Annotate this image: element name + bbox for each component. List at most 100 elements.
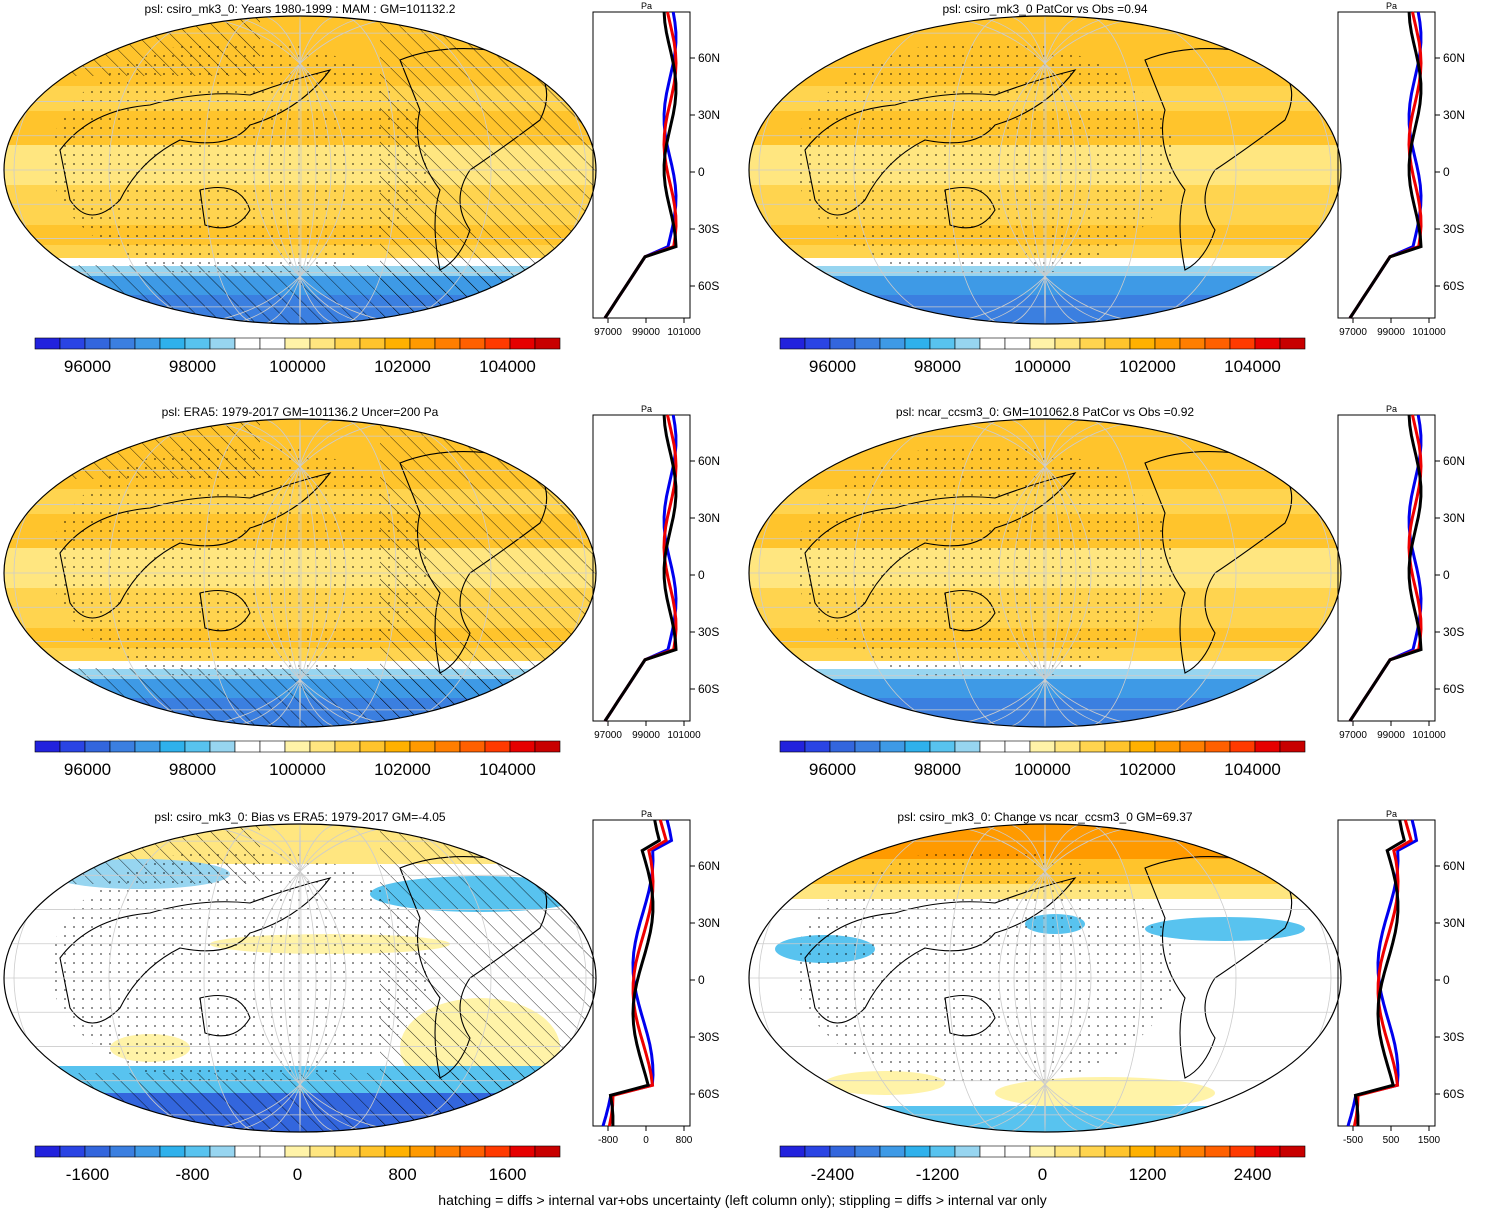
profile-lat-label: 60S: [1443, 1087, 1464, 1101]
map-and-profile: -1600 -800 0 800 1600 Pa 60N 30N 0 30S 60S -800 0 800: [3, 809, 720, 1184]
profile-lat-label: 0: [1443, 165, 1450, 179]
profile-unit: Pa: [641, 404, 652, 414]
colorbar-label: 102000: [1119, 760, 1176, 779]
colorbar: 96000 98000 100000 102000 104000: [779, 337, 1306, 376]
profile-unit: Pa: [1386, 809, 1397, 819]
profile-x-label: 800: [676, 1135, 693, 1146]
map-field: [4, 419, 596, 727]
panel-title: psl: ncar_ccsm3_0: GM=101062.8 PatCor vs…: [895, 405, 1195, 419]
profile-lat-label: 60S: [698, 1087, 719, 1101]
panel-model-climatology: psl: csiro_mk3_0: Years 1980-1999 : MAM …: [0, 0, 740, 390]
profile-line: [1348, 414, 1423, 722]
colorbar-label: 104000: [1224, 760, 1281, 779]
profile-lat-label: 60S: [698, 279, 719, 293]
profile-lat-label: 60N: [698, 51, 720, 65]
profile-x-label: 99000: [632, 327, 660, 338]
colorbar-label: 100000: [1014, 760, 1071, 779]
profile-x-label: 99000: [1377, 327, 1405, 338]
profile-lat-label: 60N: [698, 454, 720, 468]
panel-title: psl: csiro_mk3_0 PatCor vs Obs =0.94: [942, 2, 1148, 16]
colorbar-label: 800: [388, 1165, 416, 1184]
colorbar: -1600 -800 0 800 1600: [34, 1145, 561, 1184]
profile-x-label: 97000: [594, 327, 622, 338]
map-border: [3, 15, 597, 325]
zonal-profile: Pa 60N 30N 0 30S 60S -800 0 800: [592, 809, 720, 1146]
colorbar-label: -2400: [811, 1165, 854, 1184]
profile-lat-label: 60N: [1443, 454, 1465, 468]
zonal-profile: Pa 60N 30N 0 30S 60S 97000 99000 101000: [592, 404, 720, 741]
colorbar-label: 0: [293, 1165, 302, 1184]
profile-line: [607, 819, 668, 1127]
colorbar-label: 98000: [914, 760, 961, 779]
colorbar-label: 96000: [809, 760, 856, 779]
colorbar-label: 100000: [269, 357, 326, 376]
profile-lat-label: 30N: [1443, 511, 1465, 525]
colorbar-label: -800: [175, 1165, 209, 1184]
zonal-profile: Pa 60N 30N 0 30S 60S -500 500 1500: [1337, 809, 1465, 1146]
profile-unit: Pa: [1386, 404, 1397, 414]
profile-x-label: 1500: [1418, 1135, 1441, 1146]
profile-lat-label: 30S: [1443, 1030, 1464, 1044]
colorbar-label: 104000: [479, 760, 536, 779]
footer-note: hatching = diffs > internal var+obs unce…: [438, 1192, 1047, 1208]
map-and-profile: -2400 -1200 0 1200 2400 Pa 60N 30N 0 30S 60S -500 50…: [748, 809, 1465, 1184]
profile-line: [601, 819, 674, 1127]
colorbar: 96000 98000 100000 102000 104000: [34, 740, 561, 779]
profile-lat-label: 30N: [1443, 108, 1465, 122]
profile-line: [608, 819, 662, 1126]
colorbar-label: 100000: [1014, 357, 1071, 376]
colorbar-label: 2400: [1234, 1165, 1272, 1184]
profile-x-label: 0: [643, 1135, 649, 1146]
colorbar-label: 104000: [479, 357, 536, 376]
colorbar-label: 102000: [1119, 357, 1176, 376]
map-and-profile: 96000 98000 100000 102000 104000 Pa 60N 30N 0 30S…: [748, 404, 1465, 779]
profile-line: [1346, 819, 1419, 1127]
profile-unit: Pa: [1386, 1, 1397, 11]
profile-line: [603, 11, 678, 319]
map-border: [748, 15, 1342, 325]
profile-x-label: 97000: [1339, 730, 1367, 741]
panel-era5-climatology: psl: ERA5: 1979-2017 GM=101136.2 Uncer=2…: [0, 403, 740, 793]
colorbar-label: -1600: [66, 1165, 109, 1184]
panel-change-vs-ncar: psl: csiro_mk3_0: Change vs ncar_ccsm3_0…: [745, 808, 1485, 1193]
profile-lat-label: 60S: [1443, 682, 1464, 696]
map-border: [748, 823, 1342, 1133]
profile-lat-label: 0: [698, 973, 705, 987]
profile-x-label: 99000: [632, 730, 660, 741]
panel-model-patcor: psl: csiro_mk3_0 PatCor vs Obs =0.94 960…: [745, 0, 1485, 390]
profile-x-label: -500: [1343, 1135, 1363, 1146]
profile-lat-label: 30N: [698, 916, 720, 930]
profile-lat-label: 30S: [698, 625, 719, 639]
profile-line: [1352, 819, 1413, 1127]
profile-lat-label: 0: [698, 165, 705, 179]
profile-line: [1353, 819, 1407, 1126]
profile-x-label: -800: [598, 1135, 618, 1146]
panel-title: psl: csiro_mk3_0: Change vs ncar_ccsm3_0…: [897, 810, 1193, 824]
colorbar-label: 96000: [64, 760, 111, 779]
profile-line: [1348, 11, 1423, 319]
profile-x-label: 97000: [1339, 327, 1367, 338]
colorbar: 96000 98000 100000 102000 104000: [34, 337, 561, 376]
profile-x-label: 101000: [1412, 327, 1446, 338]
panel-title: psl: csiro_mk3_0: Years 1980-1999 : MAM …: [144, 2, 456, 16]
colorbar-label: 100000: [269, 760, 326, 779]
profile-x-label: 101000: [667, 730, 701, 741]
colorbar-label: 102000: [374, 357, 431, 376]
profile-lat-label: 0: [698, 568, 705, 582]
panel-bias-vs-era5: psl: csiro_mk3_0: Bias vs ERA5: 1979-201…: [0, 808, 740, 1193]
zonal-profile: Pa 60N 30N 0 30S 60S 97000 99000 101000: [1337, 404, 1465, 741]
colorbar-label: 96000: [64, 357, 111, 376]
map-field: [4, 16, 596, 324]
profile-x-label: 97000: [594, 730, 622, 741]
profile-line: [603, 414, 678, 722]
zonal-profile: Pa 60N 30N 0 30S 60S 97000 99000 101000: [1337, 1, 1465, 338]
map-field: [749, 419, 1341, 727]
colorbar-label: 96000: [809, 357, 856, 376]
colorbar-label: 98000: [914, 357, 961, 376]
map-border: [3, 823, 597, 1133]
profile-lat-label: 30S: [698, 222, 719, 236]
profile-x-label: 101000: [1412, 730, 1446, 741]
profile-lat-label: 60S: [1443, 279, 1464, 293]
profile-lat-label: 0: [1443, 568, 1450, 582]
colorbar-label: 102000: [374, 760, 431, 779]
